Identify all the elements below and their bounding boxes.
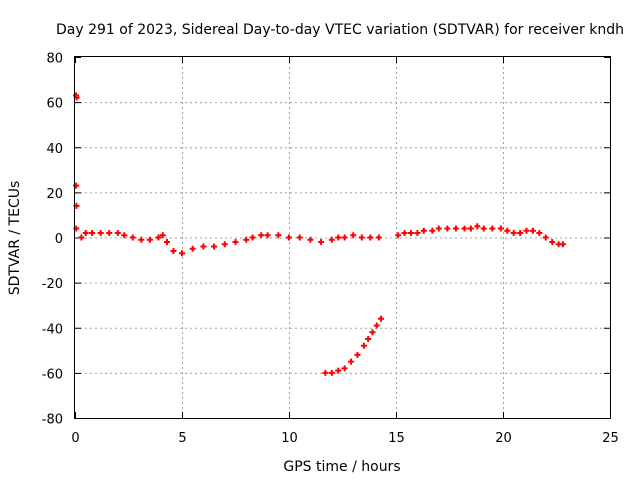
y-tick-label: 60 [46, 97, 63, 112]
data-point [360, 342, 367, 349]
data-point [82, 229, 89, 236]
data-point [249, 234, 256, 241]
data-point [373, 322, 380, 329]
data-point [536, 229, 543, 236]
data-point [307, 236, 314, 243]
data-point [474, 223, 481, 230]
data-point [401, 229, 408, 236]
data-point [335, 234, 342, 241]
x-axis-label: GPS time / hours [283, 459, 400, 475]
x-tick-label: 15 [388, 431, 405, 446]
data-point [523, 227, 530, 234]
data-point [89, 229, 96, 236]
data-point [129, 234, 136, 241]
x-tick-label: 20 [495, 431, 512, 446]
y-axis-label: SDTVAR / TECUs [7, 181, 23, 296]
data-point [164, 239, 171, 246]
data-point [341, 365, 348, 372]
data-point [296, 234, 303, 241]
axis-ticks: 0 5 10 15 20 25 -80 -60 -40 -20 0 20 40 60 80 [42, 52, 619, 447]
y-tick-label: -40 [42, 322, 63, 337]
data-point [200, 243, 207, 250]
data-point [517, 229, 524, 236]
plot-frame [74, 56, 611, 419]
data-point [429, 227, 436, 234]
data-point [549, 239, 556, 246]
data-point [375, 234, 382, 241]
data-point [286, 234, 292, 241]
data-point [159, 232, 166, 239]
y-tick-label: -60 [42, 367, 63, 382]
x-tick-label: 0 [71, 431, 79, 446]
y-tick-label: 20 [46, 187, 63, 202]
y-tick-label: -80 [42, 413, 63, 428]
data-point [489, 225, 496, 232]
data-point [467, 225, 474, 232]
data-point [155, 234, 162, 241]
data-point [78, 234, 85, 241]
data-point [258, 232, 265, 239]
data-point [106, 229, 113, 236]
data-point [341, 234, 348, 241]
data-point [369, 329, 376, 336]
data-point [407, 229, 414, 236]
data-point [435, 225, 442, 232]
data-point [114, 229, 121, 236]
data-point [138, 236, 145, 243]
data-point [365, 336, 372, 343]
y-tick-label: 40 [46, 142, 63, 157]
data-point [367, 234, 374, 241]
data-point [121, 232, 128, 239]
data-point [328, 369, 335, 376]
data-point [461, 225, 468, 232]
data-point [170, 248, 177, 255]
data-point [414, 229, 421, 236]
data-point [73, 182, 80, 189]
data-point [542, 234, 549, 241]
data-point [480, 225, 487, 232]
y-tick-label: 0 [55, 232, 63, 247]
data-point [504, 227, 511, 234]
data-point [510, 229, 517, 236]
data-point [335, 367, 342, 374]
data-point [444, 225, 451, 232]
data-point [452, 225, 459, 232]
x-tick-label: 10 [281, 431, 298, 446]
data-point [358, 234, 365, 241]
data-point [318, 239, 325, 246]
data-point [322, 369, 329, 376]
data-point [529, 227, 536, 234]
data-point [232, 239, 239, 246]
y-tick-label: 80 [46, 52, 63, 67]
x-tick-label: 5 [178, 431, 186, 446]
data-point [559, 241, 566, 248]
chart-title: Day 291 of 2023, Sidereal Day-to-day VTE… [56, 22, 624, 38]
gridlines [75, 57, 610, 418]
data-point [179, 250, 185, 257]
data-point [97, 229, 104, 236]
data-point [354, 351, 361, 358]
data-point [378, 315, 385, 322]
data-point [189, 245, 196, 252]
data-point [275, 232, 282, 239]
x-tick-label: 25 [602, 431, 619, 446]
data-point [211, 243, 218, 250]
y-tick-label: -20 [42, 277, 63, 292]
data-point [328, 236, 335, 243]
data-point [264, 232, 271, 239]
data-point [420, 227, 427, 234]
data-point [243, 236, 250, 243]
data-point [497, 225, 504, 232]
data-point [221, 241, 228, 248]
data-point [146, 236, 153, 243]
data-point [395, 232, 402, 239]
data-point [350, 232, 357, 239]
data-point [348, 358, 355, 365]
data-points [73, 92, 566, 376]
